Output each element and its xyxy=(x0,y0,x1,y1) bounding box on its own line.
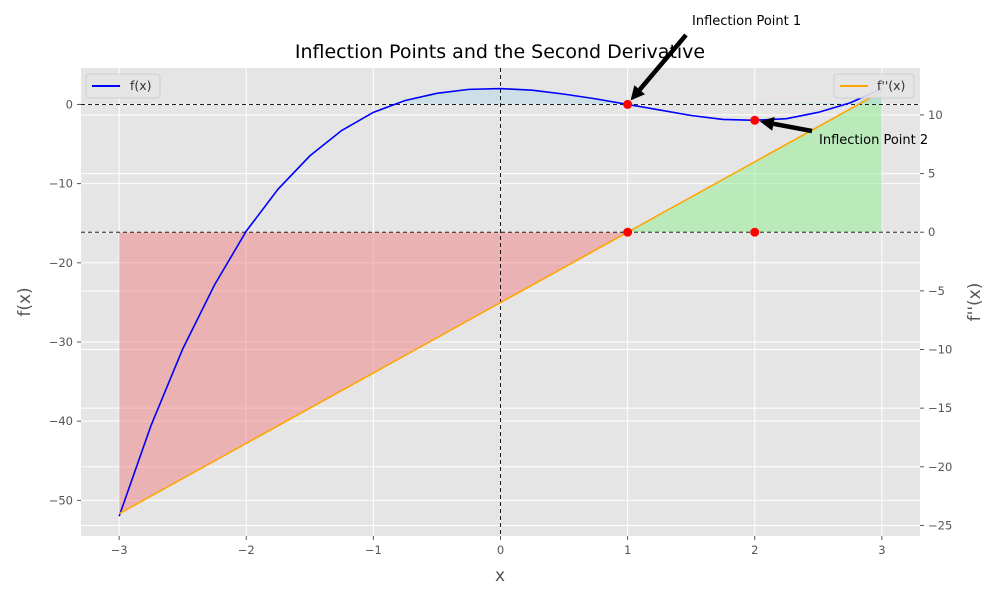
x-axis-label: x xyxy=(495,566,505,586)
inflection-point-f-2 xyxy=(750,115,760,125)
inflection-point-f-1 xyxy=(623,99,633,109)
inflection-point-fpp-2 xyxy=(750,227,760,237)
y-right-tick-label-6: −20 xyxy=(928,460,952,474)
y-right-tick-label-3: −5 xyxy=(928,284,945,298)
y-left-tick-label-0: 0 xyxy=(66,97,73,111)
y-right-tick-label-2: 0 xyxy=(928,225,935,239)
chart-title: Inflection Points and the Second Derivat… xyxy=(295,41,705,63)
annotation-inflection-2-label: Inflection Point 2 xyxy=(819,133,928,148)
x-tick-label-2: −1 xyxy=(365,543,382,557)
x-tick-label-1: −2 xyxy=(238,543,255,557)
x-tick-label-6: 3 xyxy=(878,543,885,557)
axis-ticks: −3 −2 −1 0 1 2 30−10−20−30−40−501050−5−10−15−2… xyxy=(49,97,953,557)
annotation-inflection-1-arrow xyxy=(630,33,688,101)
y-right-tick-label-7: −25 xyxy=(928,518,952,532)
annotation-inflection-2-arrow xyxy=(759,116,813,134)
x-tick-label-4: 1 xyxy=(624,543,631,557)
y-left-tick-label-3: −30 xyxy=(49,335,73,349)
legend-right-label: f''(x) xyxy=(877,78,905,93)
series-fpp-line xyxy=(118,90,883,515)
y-right-tick-label-5: −15 xyxy=(928,401,952,415)
y-right-tick-label-1: 5 xyxy=(928,167,935,181)
y-right-tick-label-0: 10 xyxy=(928,108,943,122)
y-left-tick-label-4: −40 xyxy=(49,414,73,428)
x-tick-label-5: 2 xyxy=(751,543,758,557)
annotations: Inflection Point 1 Inflection Point 2 xyxy=(630,14,928,148)
y-left-tick-label-5: −50 xyxy=(49,493,73,507)
y-right-tick-label-4: −10 xyxy=(928,343,952,357)
y-axis-label-right: f''(x) xyxy=(965,283,985,322)
x-tick-label-3: 0 xyxy=(497,543,504,557)
inflection-point-fpp-1 xyxy=(623,227,633,237)
legend-left-label: f(x) xyxy=(130,78,152,93)
legend-right-box xyxy=(833,73,915,99)
legend-left-box xyxy=(85,73,161,99)
legend-left: f(x) xyxy=(85,73,161,99)
annotation-inflection-1-label: Inflection Point 1 xyxy=(692,14,801,29)
y-axis-label-left: f(x) xyxy=(15,287,35,316)
inflection-markers xyxy=(623,99,760,237)
x-tick-label-0: −3 xyxy=(111,543,128,557)
y-left-tick-label-2: −20 xyxy=(49,256,73,270)
legend-right: f''(x) xyxy=(833,73,915,99)
fill-positive-f xyxy=(405,88,882,105)
y-left-tick-label-1: −10 xyxy=(49,177,73,191)
